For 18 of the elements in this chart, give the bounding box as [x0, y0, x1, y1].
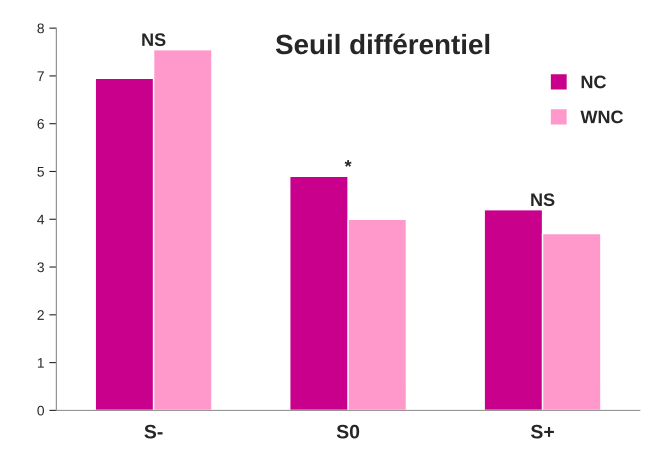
y-tick-label: 0 — [37, 406, 44, 416]
annotation: * — [344, 160, 352, 167]
annotation: NS — [142, 33, 166, 46]
legend-label: WNC — [580, 110, 624, 124]
y-tick-label: 5 — [37, 166, 44, 177]
y-tick-label: 2 — [38, 310, 44, 320]
y-tick-label: 7 — [38, 71, 44, 81]
chart-title: Seuil différentiel — [276, 34, 490, 54]
x-tick-label: S0 — [336, 424, 360, 439]
y-tick-label: 6 — [38, 119, 44, 129]
x-tick-label: S- — [144, 424, 163, 439]
y-tick-label: 1 — [38, 358, 44, 368]
y-tick-label: 8 — [37, 23, 44, 34]
legend-label: NC — [582, 76, 606, 88]
annotation: NS — [531, 193, 554, 206]
y-tick-label: 4 — [37, 214, 44, 224]
x-tick-label: S+ — [530, 424, 554, 439]
y-tick-label: 3 — [37, 262, 44, 272]
